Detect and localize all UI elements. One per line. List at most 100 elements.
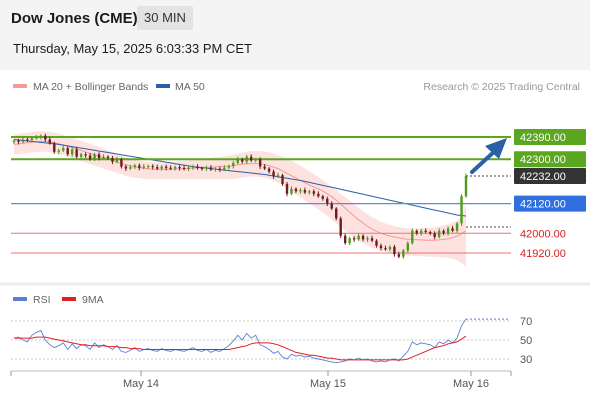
candle-body <box>361 235 365 240</box>
candle-body <box>48 139 52 144</box>
candle-body <box>26 139 29 141</box>
ma9-legend-swatch <box>62 297 76 301</box>
price-level-badge <box>514 167 586 184</box>
rsi-tick-label: 70 <box>520 316 532 328</box>
candle-body <box>44 135 47 140</box>
forecast-arrow-head <box>485 138 507 159</box>
candle-body <box>30 138 34 140</box>
price-level-badge <box>514 195 586 212</box>
rsi-tick-label: 30 <box>520 354 532 366</box>
instrument-title: Dow Jones (CME) <box>11 10 138 27</box>
candle-body <box>276 175 280 177</box>
candle-body <box>460 196 463 224</box>
ma50-line <box>13 139 467 217</box>
candle-body <box>326 198 329 204</box>
candle-body <box>299 190 302 192</box>
ma9-legend-label: 9MA <box>82 294 104 306</box>
candle-body <box>370 238 374 241</box>
candle-body <box>214 168 217 170</box>
candle-body <box>352 238 356 240</box>
candle-body <box>111 157 114 162</box>
chart-datetime: Thursday, May 15, 2025 6:03:33 PM CET <box>13 41 252 56</box>
candle-body <box>343 235 347 244</box>
candle-body <box>442 230 445 234</box>
candle-body <box>35 137 38 139</box>
candle-body <box>138 165 141 168</box>
ma50-legend-label: MA 50 <box>175 81 205 93</box>
candle-body <box>415 230 418 234</box>
candle-body <box>406 243 410 251</box>
candle-body <box>142 166 145 168</box>
candle-body <box>241 159 244 162</box>
candle-body <box>39 135 43 138</box>
candle-body <box>424 230 427 233</box>
candle-body <box>437 230 441 237</box>
price-level-label: 41920.00 <box>520 248 566 260</box>
candle-body <box>164 166 168 168</box>
candle-body <box>173 167 177 169</box>
candle-body <box>120 159 123 167</box>
candle-body <box>348 238 351 244</box>
candle-body <box>281 175 284 184</box>
candle-body <box>245 156 248 162</box>
ma50-legend-swatch <box>156 84 170 88</box>
candle-body <box>169 167 172 169</box>
candle-body <box>258 159 262 167</box>
chart-header: Dow Jones (CME) 30 MIN <box>0 0 590 37</box>
candle-body <box>17 140 20 142</box>
candle-body <box>330 203 333 209</box>
candle-body <box>133 165 137 168</box>
candle-body <box>97 154 101 158</box>
candle-body <box>62 148 65 151</box>
candle-body <box>366 238 369 240</box>
price-level-label: 42232.00 <box>520 171 566 183</box>
price-level-label: 42000.00 <box>520 228 566 240</box>
candlestick-layer <box>12 133 468 259</box>
candle-body <box>263 166 266 169</box>
candle-body <box>285 183 289 194</box>
ma20-legend-swatch <box>13 84 27 88</box>
candle-body <box>335 208 338 219</box>
candle-body <box>388 246 392 250</box>
ma20-legend-label: MA 20 + Bollinger Bands <box>33 81 148 93</box>
time-tick-label: May 14 <box>123 378 159 390</box>
candle-body <box>53 143 56 152</box>
candle-body <box>303 190 307 193</box>
candle-body <box>205 167 208 169</box>
candle-body <box>428 232 432 234</box>
candle-body <box>129 167 132 169</box>
candle-body <box>156 167 159 169</box>
forecast-arrow-shaft <box>470 148 498 174</box>
candle-body <box>317 193 320 197</box>
candle-body <box>375 240 378 246</box>
price-level-badge <box>514 129 586 145</box>
interval-button[interactable]: 30 MIN <box>137 6 193 30</box>
candle-body <box>236 159 239 163</box>
candle-body <box>227 166 231 168</box>
candle-body <box>249 156 253 161</box>
axis-panel-bg <box>0 370 590 400</box>
candle-body <box>209 167 213 170</box>
candle-body <box>455 223 459 231</box>
candle-body <box>12 140 16 142</box>
price-level-label: 42120.00 <box>520 199 566 211</box>
candle-body <box>384 248 387 250</box>
time-axis-layer: May 14 May 15 May 16 <box>10 371 512 390</box>
rsi-legend-swatch <box>13 297 27 301</box>
rsi-legend-label: RSI <box>33 294 51 306</box>
candle-body <box>79 154 83 157</box>
candle-body <box>102 156 105 158</box>
candle-body <box>182 168 186 170</box>
candle-body <box>464 175 468 197</box>
candle-body <box>321 196 324 199</box>
moving-average-layer <box>13 139 467 241</box>
rsi-tick-label: 50 <box>520 335 532 347</box>
price-level-badge <box>514 151 586 168</box>
candle-body <box>254 159 257 161</box>
candle-body <box>218 168 222 170</box>
candle-body <box>446 228 450 234</box>
candle-body <box>232 162 235 167</box>
candle-body <box>290 188 293 194</box>
candle-body <box>75 149 78 157</box>
